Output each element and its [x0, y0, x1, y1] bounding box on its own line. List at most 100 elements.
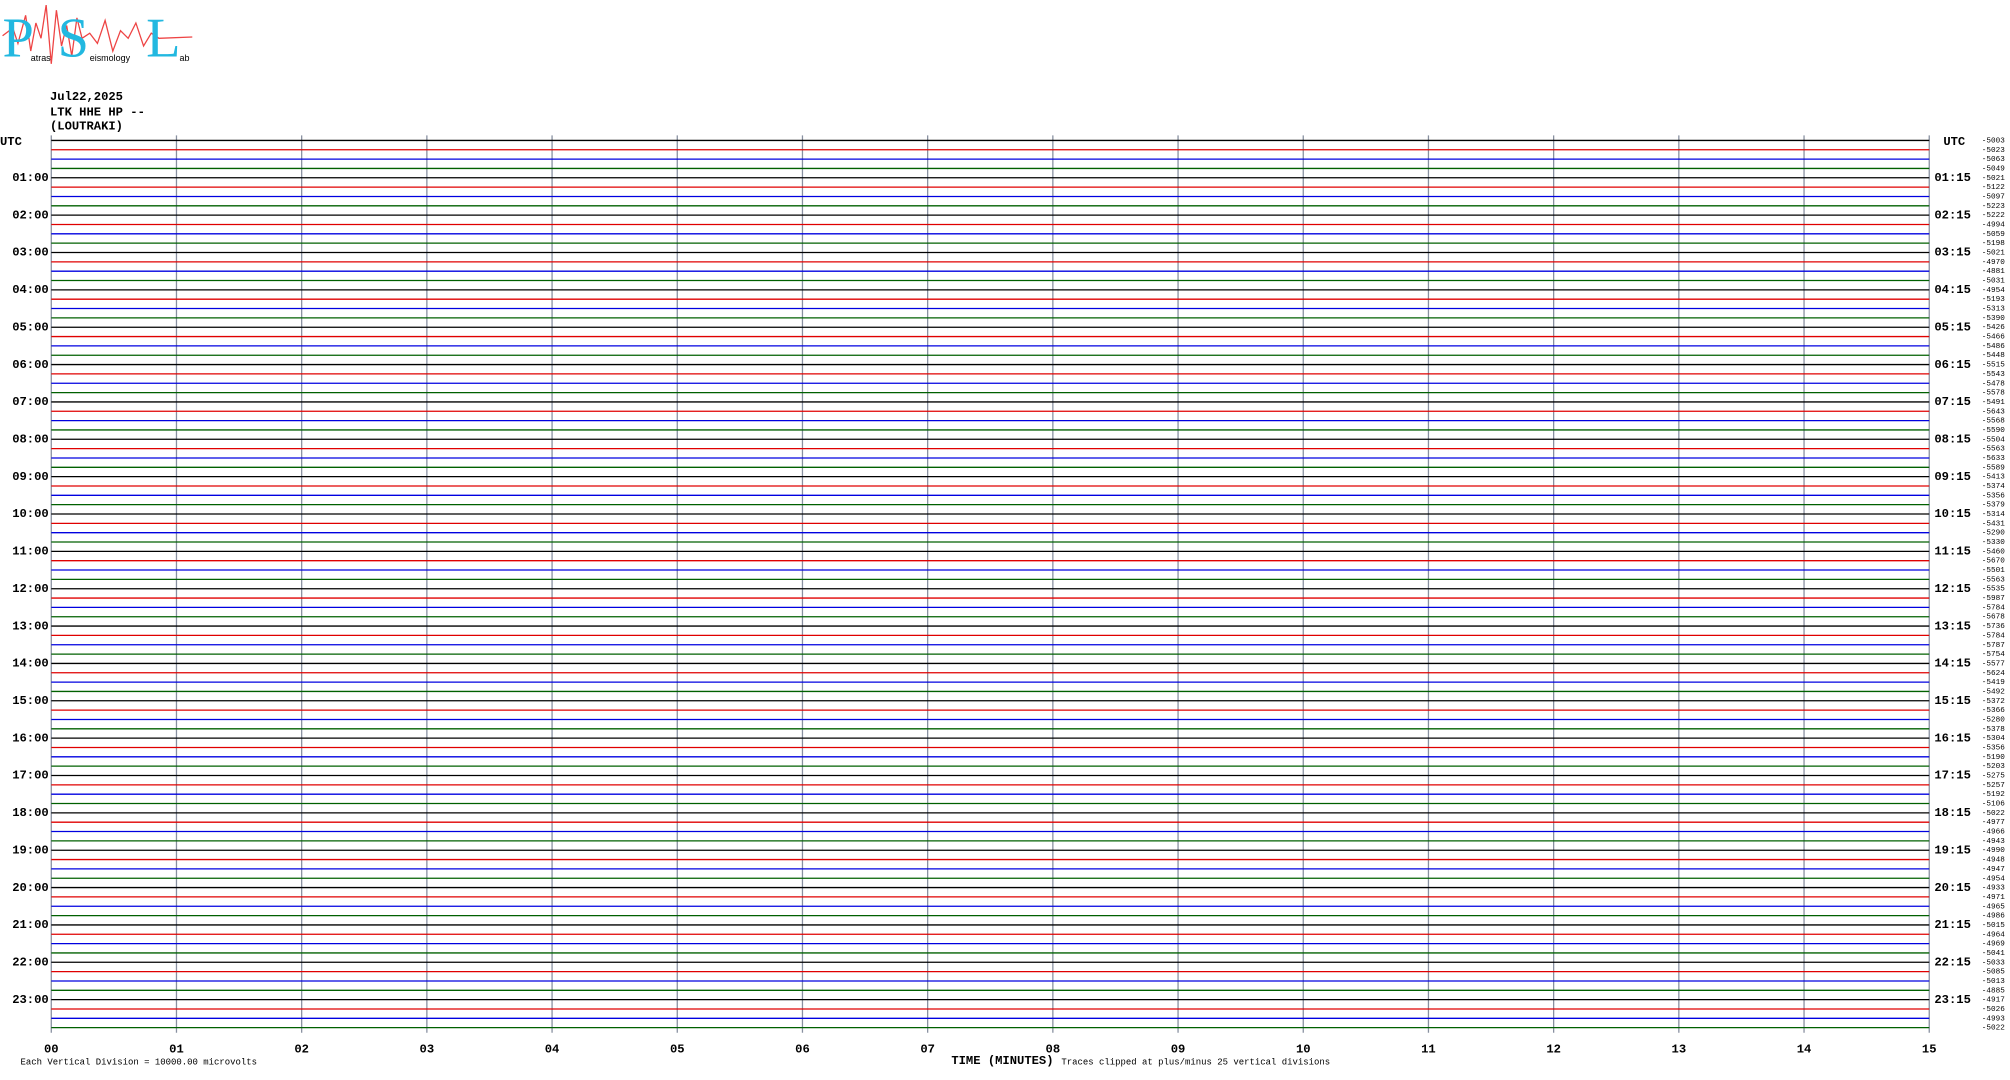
right-time-label: 16:15 [1934, 731, 1971, 745]
left-time-label: 02:00 [12, 208, 49, 222]
row-offset: -5374 [1982, 483, 2005, 491]
right-time-label: 18:15 [1934, 806, 1971, 820]
x-tick-label: 01 [169, 1043, 184, 1057]
x-tick-label: 05 [670, 1043, 685, 1057]
right-time-label: 10:15 [1934, 507, 1971, 521]
row-offset: -5563 [1982, 576, 2005, 584]
row-offset: -4943 [1982, 838, 2005, 846]
row-offset: -5460 [1982, 548, 2005, 556]
scale-note: Each Vertical Division = 10000.00 microv… [21, 1057, 257, 1067]
row-offset: -5013 [1982, 978, 2005, 986]
row-offset: -5543 [1982, 371, 2005, 379]
row-offset: -4970 [1982, 259, 2005, 267]
logo-letter: P [3, 7, 34, 69]
row-offset: -4917 [1982, 997, 2005, 1005]
right-time-label: 15:15 [1934, 694, 1971, 708]
row-offset: -5313 [1982, 306, 2005, 314]
row-offset: -5535 [1982, 586, 2005, 594]
row-offset: -5356 [1982, 492, 2005, 500]
row-offset: -5491 [1982, 399, 2005, 407]
row-offset: -5492 [1982, 688, 2005, 696]
left-time-label: 09:00 [12, 470, 49, 484]
logo-text: eismology [90, 53, 131, 63]
row-offset: -4993 [1982, 1015, 2005, 1023]
left-time-label: 21:00 [12, 918, 49, 932]
right-time-label: 05:15 [1934, 320, 1971, 334]
x-tick-label: 11 [1421, 1043, 1436, 1057]
left-time-label: 07:00 [12, 395, 49, 409]
x-axis-title: TIME (MINUTES) [951, 1054, 1053, 1068]
x-tick-label: 00 [44, 1043, 59, 1057]
x-tick-label: 06 [795, 1043, 810, 1057]
row-offset: -5578 [1982, 390, 2005, 398]
right-time-label: 19:15 [1934, 843, 1971, 857]
left-time-label: 14:00 [12, 657, 49, 671]
left-time-label: 03:00 [12, 246, 49, 260]
row-offset: -5372 [1982, 698, 2005, 706]
right-time-label: 06:15 [1934, 358, 1971, 372]
row-offset: -5031 [1982, 278, 2005, 286]
row-offset: -5568 [1982, 418, 2005, 426]
row-offset: -5390 [1982, 315, 2005, 323]
left-time-label: 22:00 [12, 956, 49, 970]
left-time-label: 01:00 [12, 171, 49, 185]
left-time-label: 11:00 [12, 545, 49, 559]
right-time-label: 11:15 [1934, 545, 1971, 559]
row-offset: -5379 [1982, 502, 2005, 510]
x-tick-label: 14 [1797, 1043, 1812, 1057]
right-time-label: 01:15 [1934, 171, 1971, 185]
row-offset: -5426 [1982, 324, 2005, 332]
row-offset: -5122 [1982, 184, 2005, 192]
logo-letter: S [58, 7, 89, 69]
clip-note: Traces clipped at plus/minus 25 vertical… [1061, 1057, 1330, 1067]
x-tick-label: 15 [1922, 1043, 1937, 1057]
row-offset: -5190 [1982, 754, 2005, 762]
row-offset: -5203 [1982, 763, 2005, 771]
left-time-label: 19:00 [12, 843, 49, 857]
left-time-label: 06:00 [12, 358, 49, 372]
row-offset: -5987 [1982, 595, 2005, 603]
row-offset: -5257 [1982, 782, 2005, 790]
left-time-label: 05:00 [12, 320, 49, 334]
row-offset: -5222 [1982, 212, 2005, 220]
row-offset: -5643 [1982, 408, 2005, 416]
row-offset: -5378 [1982, 726, 2005, 734]
location: (LOUTRAKI) [50, 120, 123, 134]
right-time-label: 17:15 [1934, 769, 1971, 783]
right-time-label: UTC [1943, 135, 1965, 149]
row-offset: -5736 [1982, 623, 2005, 631]
row-offset: -5504 [1982, 436, 2005, 444]
right-time-label: 22:15 [1934, 956, 1971, 970]
row-offset: -5577 [1982, 660, 2005, 668]
row-offset: -4969 [1982, 941, 2005, 949]
left-time-label: 16:00 [12, 731, 49, 745]
row-offset: -4971 [1982, 894, 2005, 902]
row-offset: -5314 [1982, 511, 2005, 519]
row-offset: -4965 [1982, 903, 2005, 911]
row-offset: -5026 [1982, 1006, 2005, 1014]
row-offset: -5022 [1982, 1025, 2005, 1033]
row-offset: -5624 [1982, 670, 2005, 678]
left-time-label: 18:00 [12, 806, 49, 820]
labels: 00 01 02 03 04 05 06 07 08 09 10 11 12 13 14 15 -5003 -50… [0, 135, 2005, 1057]
row-offset: -5223 [1982, 203, 2005, 211]
row-offset: -5198 [1982, 240, 2005, 248]
left-time-label: 17:00 [12, 769, 49, 783]
row-offset: -4954 [1982, 287, 2005, 295]
row-offset: -5193 [1982, 296, 2005, 304]
left-time-label: UTC [0, 135, 22, 149]
logo-wave [2, 5, 193, 64]
row-offset: -5330 [1982, 539, 2005, 547]
row-offset: -4885 [1982, 987, 2005, 995]
row-offset: -5023 [1982, 147, 2005, 155]
logo-text: atras [31, 53, 51, 63]
right-time-label: 02:15 [1934, 208, 1971, 222]
x-tick-label: 12 [1546, 1043, 1561, 1057]
row-offset: -5478 [1982, 380, 2005, 388]
x-tick-label: 03 [420, 1043, 435, 1057]
row-offset: -4977 [1982, 819, 2005, 827]
right-time-label: 14:15 [1934, 657, 1971, 671]
date: Jul22,2025 [50, 90, 123, 104]
